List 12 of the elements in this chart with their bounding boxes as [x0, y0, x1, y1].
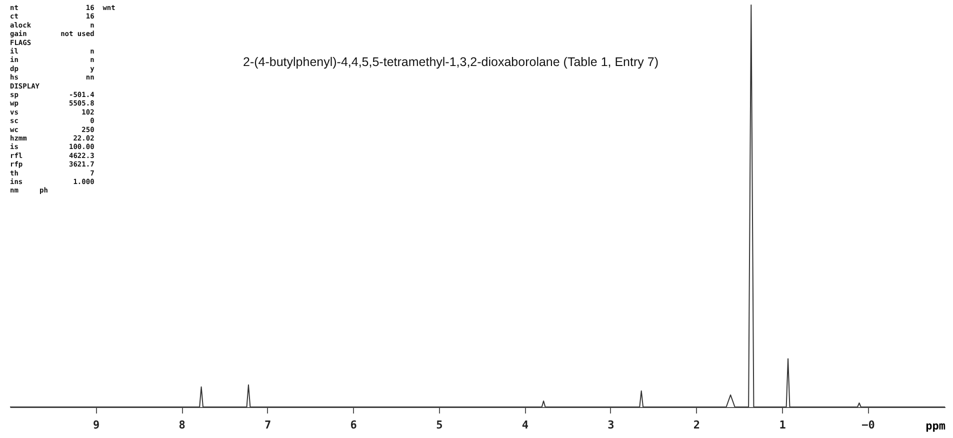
x-tick-label: 9 [92, 418, 100, 432]
x-tick-label: 2 [693, 418, 700, 432]
x-tick-label: 3 [608, 418, 614, 432]
x-tick-label: 1 [779, 418, 786, 432]
x-tick-label: 4 [522, 418, 529, 432]
x-tick-label: 8 [178, 418, 186, 432]
x-tick-label: 5 [436, 418, 443, 432]
x-tick-label: −0 [862, 418, 875, 432]
x-tick-label: 7 [264, 418, 272, 432]
x-axis-title: ppm [926, 420, 946, 432]
text: 2-(4-butylphenyl)-4,4,5,5-tetramethyl-1,3,2-dioxaborolane (Table 1, Entry 7) [243, 55, 658, 69]
x-tick-label: 6 [350, 418, 358, 432]
